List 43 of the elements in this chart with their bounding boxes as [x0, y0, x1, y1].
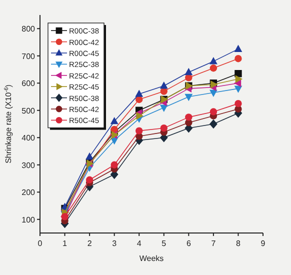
point — [234, 100, 242, 108]
x-tick-label: 3 — [112, 239, 118, 248]
x-axis-title: Weeks — [139, 254, 164, 263]
point — [234, 86, 242, 93]
point — [136, 112, 144, 120]
point — [86, 176, 94, 184]
x-tick-label: 5 — [162, 239, 167, 248]
x-tick-label: 6 — [186, 239, 192, 248]
point — [136, 127, 143, 134]
x-tick-label: 2 — [87, 239, 92, 248]
y-tick-label: 200 — [22, 188, 36, 198]
x-tick-label: 7 — [211, 239, 216, 248]
point — [209, 57, 218, 64]
point — [235, 75, 243, 83]
x-tick-label: 8 — [236, 239, 241, 248]
y-tick-label: 500 — [22, 106, 36, 116]
x-tick-label: 1 — [62, 239, 68, 248]
point — [185, 74, 192, 82]
point — [160, 88, 168, 95]
point — [210, 108, 218, 116]
point — [209, 119, 218, 129]
point — [234, 70, 242, 78]
point — [110, 116, 118, 124]
point — [184, 94, 193, 102]
point — [210, 64, 218, 72]
point — [185, 114, 192, 121]
point — [234, 44, 242, 52]
x-tick-label: 0 — [38, 239, 43, 248]
y-tick-label: 400 — [22, 134, 36, 143]
point — [86, 152, 94, 160]
point — [110, 161, 118, 168]
y-tick-label: 700 — [22, 52, 36, 61]
point — [160, 124, 168, 132]
point — [160, 82, 168, 89]
y-tick-label: 100 — [22, 215, 36, 224]
y-tick-label: 600 — [22, 79, 36, 88]
point — [135, 90, 144, 97]
y-tick-label: 800 — [22, 24, 36, 34]
point — [184, 68, 193, 76]
y-tick-label: 300 — [22, 160, 36, 170]
x-tick-label: 4 — [136, 239, 142, 248]
x-tick-label: 9 — [260, 239, 266, 248]
point — [234, 55, 242, 62]
